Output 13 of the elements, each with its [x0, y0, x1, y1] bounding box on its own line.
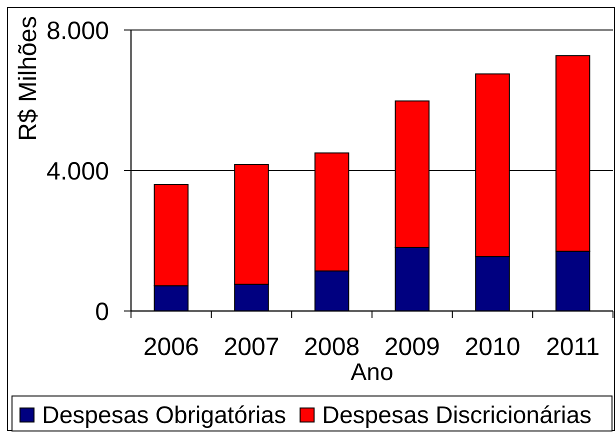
- x-tick-label: 2007: [224, 333, 280, 361]
- x-tick-label: 2006: [143, 333, 199, 361]
- legend-label: Despesas Discricionárias: [322, 402, 592, 429]
- x-tick-label: 2010: [464, 333, 520, 361]
- y-axis-title: R$ Milhões: [14, 16, 42, 141]
- x-tick-label: 2009: [384, 333, 440, 361]
- y-tick-label: 4.000: [46, 157, 109, 186]
- x-tick-label: 2008: [304, 333, 360, 361]
- x-axis-title: Ano: [350, 359, 394, 386]
- y-tick-label: 0: [95, 298, 109, 326]
- y-tick-label: 8.000: [46, 16, 109, 45]
- x-tick-label: 2011: [546, 333, 600, 361]
- legend-label: Despesas Obrigatórias: [42, 402, 286, 429]
